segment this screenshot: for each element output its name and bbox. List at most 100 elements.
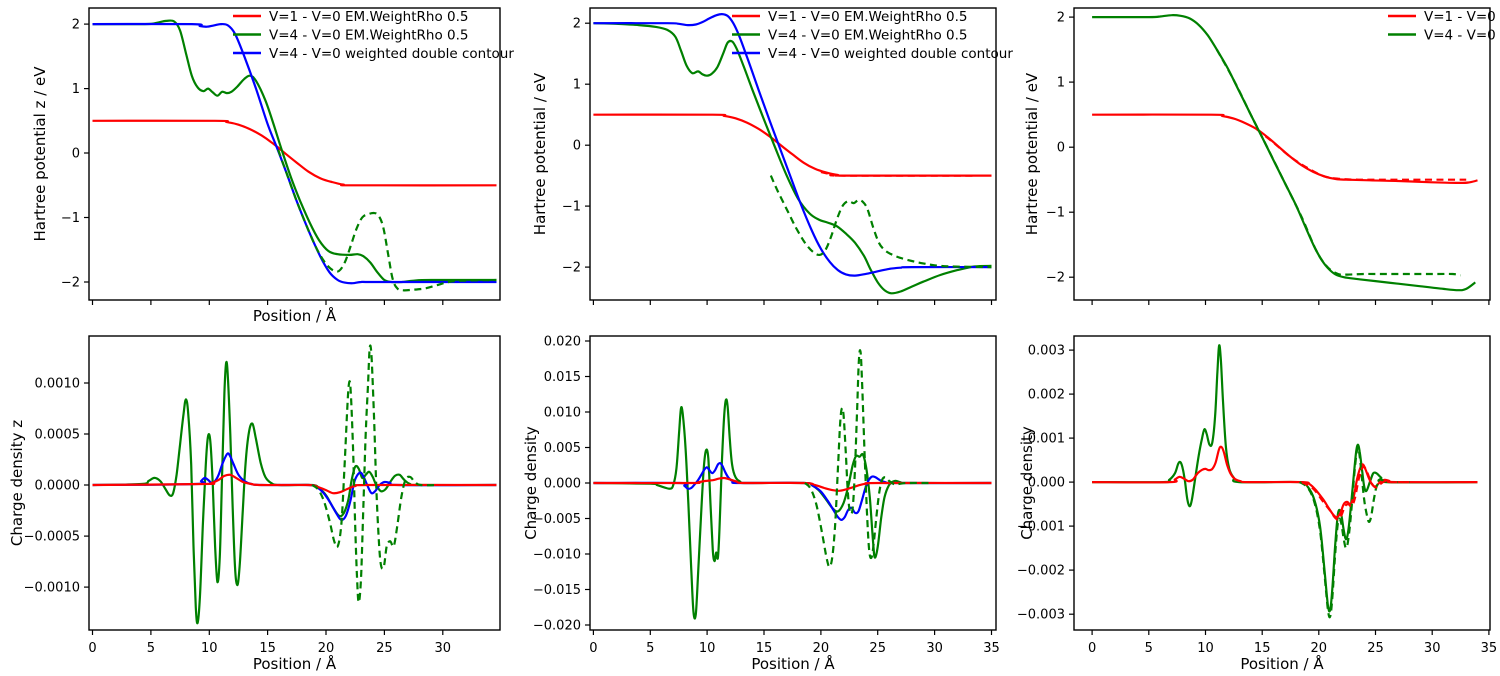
y-axis-label: Hartree potential / eV	[531, 72, 549, 235]
legend-top-left: V=1 - V=0 EM.WeightRho 0.5 V=4 - V=0 EM.W…	[233, 9, 514, 62]
curve-v-1-v-0-em-weightrho-0-5	[593, 476, 992, 492]
tick-labels: 2 1 0 −1 −2	[562, 17, 581, 276]
series-curves	[1092, 14, 1478, 292]
y-tick-label: −0.001	[1017, 520, 1065, 535]
curve-v-4-v-0-dashed-	[1215, 49, 1461, 277]
y-tick-label: 0	[72, 147, 80, 162]
curve-v-4-v-0-dashed-	[1298, 445, 1410, 619]
y-tick-label: 2	[573, 17, 581, 32]
x-tick-label: 10	[201, 641, 218, 656]
x-tick-label: 5	[147, 641, 155, 656]
y-tick-label: 2	[72, 18, 80, 33]
y-tick-label: 1	[1057, 76, 1065, 91]
x-tick-label: 25	[376, 641, 393, 656]
legend-entry-label: V=4 - V=0 EM.WeightRho 0.5	[269, 27, 468, 43]
series-curves	[593, 12, 992, 295]
legend-entry-label: V=1 - V=0 EM.WeightRho 0.5	[768, 9, 967, 25]
curve-v-4-v-0-weighted-double-contour	[92, 22, 497, 285]
x-tick-label: 30	[435, 641, 452, 656]
curve-v-4-v-0-em-weightrho-0-5	[92, 19, 497, 284]
y-tick-label: 0.003	[1028, 344, 1065, 359]
axes-frame-bottom-left	[88, 335, 501, 631]
curve-v-1-v-0-dashed-	[1255, 128, 1467, 181]
tick-marks	[1069, 349, 1490, 635]
x-tick-label: 35	[1481, 641, 1498, 656]
curve-v-1-v-0-em-weightrho-0-5	[92, 473, 497, 495]
curve-v-4-v-0-em-weightrho-0-5	[593, 398, 992, 620]
y-tick-label: 0	[1057, 141, 1065, 156]
curve-v-4-v-0-dashed-	[769, 175, 992, 269]
y-axis-label: Charge density	[1018, 426, 1036, 540]
y-tick-label: 0.002	[1028, 388, 1065, 403]
x-axis-label: Position / Å	[751, 654, 835, 673]
y-axis-label: Hartree potential z / eV	[31, 66, 49, 242]
y-axis-label: Charge density z	[8, 420, 26, 546]
y-tick-label: 2	[1057, 11, 1065, 26]
legend-entry-label: V=4 - V=0	[1424, 27, 1496, 43]
y-tick-label: −0.005	[533, 512, 581, 527]
x-tick-label: 15	[259, 641, 276, 656]
y-tick-label: 0.0000	[35, 479, 81, 494]
tick-marks	[1069, 16, 1490, 305]
y-tick-label: −0.0010	[24, 581, 80, 596]
y-tick-label: −1	[1046, 206, 1065, 221]
series-curves	[92, 344, 497, 625]
curve-v-4-v-0-em-weightrho-0-5	[92, 360, 497, 625]
tick-labels: 2 1 0 −1 −2	[1046, 11, 1065, 286]
axis-labels: Position / Å Charge density z	[8, 420, 337, 673]
x-tick-label: 15	[1254, 641, 1271, 656]
y-axis-label: Hartree potential / eV	[1023, 72, 1041, 235]
x-tick-label: 5	[1145, 641, 1153, 656]
axes-frame-bottom-right	[1073, 335, 1491, 631]
y-tick-label: 0.020	[544, 335, 581, 350]
x-tick-label: 15	[756, 641, 773, 656]
series-curves	[593, 349, 992, 620]
tick-labels: 0 5 10 15 20 25 30 35 0.020 0.015 0.010 0.005 0.000 −…	[533, 335, 1000, 657]
axis-labels: Hartree potential / eV	[531, 72, 549, 235]
x-tick-label: 5	[646, 641, 654, 656]
curve-v-1-v-0-dashed-	[820, 170, 975, 177]
y-tick-label: 0.001	[1028, 432, 1065, 447]
tick-marks	[84, 382, 444, 635]
axis-labels: Hartree potential / eV	[1023, 72, 1041, 235]
x-axis-label: Position / Å	[253, 306, 337, 325]
axis-labels: Position / Å Charge density	[1018, 426, 1324, 673]
y-tick-label: −2	[562, 261, 581, 276]
y-tick-label: 0.0005	[35, 428, 81, 443]
y-tick-label: 0.000	[1028, 476, 1065, 491]
x-tick-label: 20	[1311, 641, 1328, 656]
curve-v-4-v-0-dashed-	[277, 149, 497, 292]
y-tick-label: −1	[562, 200, 581, 215]
tick-labels: 0 5 10 15 20 25 30 0.0010 0.0005 0.0000 −0.0005 −0.…	[24, 377, 451, 657]
y-tick-label: −0.0005	[24, 530, 80, 545]
y-tick-label: −1	[61, 211, 80, 226]
y-tick-label: 1	[72, 82, 80, 97]
x-tick-label: 25	[869, 641, 886, 656]
y-axis-label: Charge density	[522, 426, 540, 540]
curve-v-4-v-0-em-weightrho-0-5	[593, 22, 992, 295]
x-tick-label: 35	[983, 641, 1000, 656]
axes-frame-top-left	[88, 7, 501, 301]
tick-labels: 2 1 0 −1 −2	[61, 18, 80, 291]
y-tick-label: 0.0010	[35, 377, 81, 392]
series-curves	[92, 19, 497, 292]
axes-frame-top-middle	[589, 7, 997, 301]
y-tick-label: 0.015	[544, 370, 581, 385]
legend-entry-label: V=1 - V=0	[1424, 9, 1496, 25]
legend-entry-label: V=4 - V=0 weighted double contour	[768, 46, 1013, 62]
legend-entry-label: V=4 - V=0 weighted double contour	[269, 46, 514, 62]
y-tick-label: 0.000	[544, 477, 581, 492]
axis-labels: Position / Å Hartree potential z / eV	[31, 66, 337, 325]
y-tick-label: −2	[1046, 271, 1065, 286]
series-curves	[1092, 344, 1478, 619]
y-tick-label: −2	[61, 276, 80, 291]
axis-labels: Position / Å Charge density	[522, 426, 835, 673]
x-tick-label: 10	[699, 641, 716, 656]
legend-top-right: V=1 - V=0 V=4 - V=0	[1388, 9, 1496, 43]
x-tick-label: 0	[1088, 641, 1096, 656]
